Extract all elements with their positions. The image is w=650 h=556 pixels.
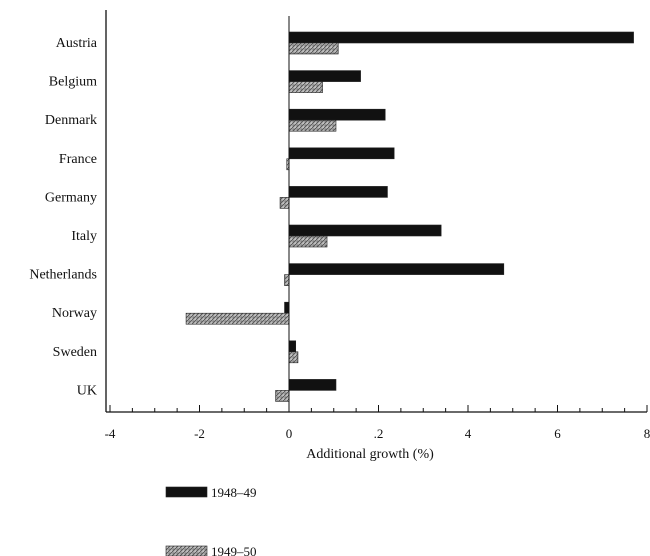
ticks-group: -4 -2 0 .2 4 6 8 [105,405,650,441]
bar-uk-series-2 [275,390,290,402]
legend-swatch-2 [165,545,208,556]
legend-swatch-1 [165,486,208,498]
x-tick-label: 8 [644,426,650,441]
bar-belgium-series-2 [288,81,323,93]
bar-denmark-series-1 [288,108,386,121]
category-label: France [59,152,97,167]
bar-austria-series-1 [288,31,634,44]
x-tick-label: 0 [286,426,293,441]
bar-france-series-1 [288,147,395,160]
x-tick-label: .2 [374,426,384,441]
bar-sweden-series-1 [288,340,297,353]
bars-group [185,31,634,402]
bar-belgium-series-1 [288,70,361,82]
bar-netherlands-series-2 [284,274,290,286]
category-label: Germany [45,190,97,205]
bar-italy-series-1 [288,224,442,237]
legend-label-2: 1949–50 [211,544,257,556]
category-label: Sweden [53,345,97,360]
x-tick-label: -4 [105,426,116,441]
x-axis-title: Additional growth (%) [306,447,434,462]
bar-norway-series-2 [185,312,290,325]
bar-netherlands-series-1 [288,263,505,275]
legend-label-1: 1948–49 [211,485,257,500]
category-label: UK [77,383,97,398]
category-labels: Austria Belgium Denmark France Germany Italy N… [29,36,97,398]
bar-uk-series-1 [288,379,337,391]
category-label: Austria [56,36,98,51]
bar-denmark-series-2 [288,119,337,132]
bar-austria-series-2 [288,42,339,55]
bar-sweden-series-2 [288,351,299,364]
bar-italy-series-2 [288,235,328,248]
legend: 1948–49 1949–50 [165,485,257,556]
x-tick-label: 6 [554,426,561,441]
category-label: Netherlands [29,268,97,283]
category-label: Belgium [49,75,97,90]
bar-norway-series-1 [284,301,290,314]
bar-germany-series-1 [288,186,388,198]
category-label: Italy [71,229,97,244]
category-label: Denmark [45,113,97,128]
x-tick-label: 4 [465,426,472,441]
bar-germany-series-2 [279,197,290,209]
axes-group [105,10,647,413]
category-label: Norway [52,306,97,321]
x-tick-label: -2 [194,426,205,441]
